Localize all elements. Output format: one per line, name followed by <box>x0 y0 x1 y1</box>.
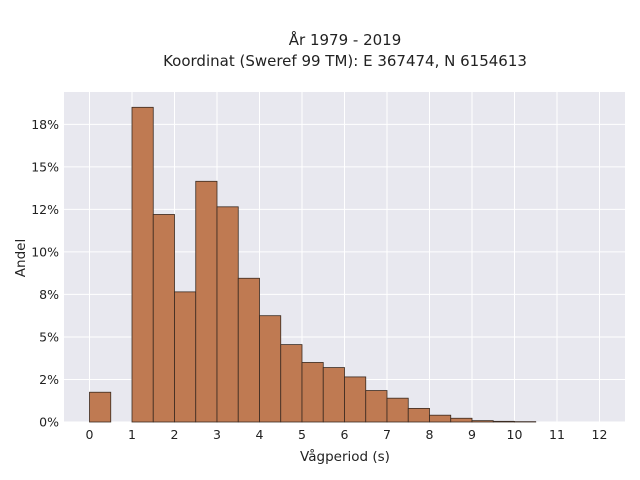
chart-title-line-2: Koordinat (Sweref 99 TM): E 367474, N 61… <box>163 52 527 70</box>
bar-15 <box>429 414 452 423</box>
y-tick-labels: 0% 2% 5% 8% 10% 12% 15% 18% <box>31 117 59 430</box>
bar-7 <box>259 315 282 423</box>
x-tick-label: 10 <box>507 427 523 442</box>
bar-18 <box>492 420 515 423</box>
bar-14 <box>407 407 430 423</box>
bar-2 <box>152 214 175 423</box>
bar-11 <box>344 376 367 423</box>
bar-3 <box>174 291 197 423</box>
bar-4 <box>195 180 218 423</box>
bar-5 <box>216 206 239 423</box>
bars <box>89 106 537 423</box>
y-tick-label: 18% <box>31 117 59 132</box>
bar-6 <box>237 277 260 423</box>
x-tick-label: 8 <box>426 427 434 442</box>
bar-13 <box>386 397 409 423</box>
y-tick-label: 10% <box>31 244 59 259</box>
x-tick-label: 5 <box>298 427 306 442</box>
bar-12 <box>365 390 388 423</box>
x-axis-label: Vågperiod (s) <box>300 448 390 465</box>
x-tick-label: 12 <box>592 427 608 442</box>
x-tick-label: 9 <box>468 427 476 442</box>
bar-10 <box>322 367 345 423</box>
bar-17 <box>471 420 494 423</box>
x-tick-label: 4 <box>256 427 264 442</box>
bar-9 <box>301 362 324 423</box>
x-tick-label: 0 <box>86 427 94 442</box>
x-tick-label: 6 <box>341 427 349 442</box>
y-tick-label: 2% <box>39 372 59 387</box>
y-tick-label: 12% <box>31 202 59 217</box>
bar-0 <box>89 391 112 423</box>
x-tick-label: 11 <box>549 427 565 442</box>
y-axis-label: Andel <box>13 239 29 277</box>
x-tick-labels: 0 1 2 3 4 5 6 7 8 9 10 11 12 <box>86 427 608 442</box>
y-tick-label: 5% <box>39 329 59 344</box>
y-tick-label: 15% <box>31 159 59 174</box>
x-tick-label: 7 <box>383 427 391 442</box>
y-tick-label: 8% <box>39 287 59 302</box>
y-tick-label: 0% <box>39 415 59 430</box>
bar-1 <box>131 106 154 423</box>
x-tick-label: 2 <box>171 427 179 442</box>
bar-8 <box>280 344 303 423</box>
x-tick-label: 1 <box>128 427 136 442</box>
x-tick-label: 3 <box>213 427 221 442</box>
bar-16 <box>450 417 473 423</box>
chart-title-line-1: År 1979 - 2019 <box>289 30 402 49</box>
